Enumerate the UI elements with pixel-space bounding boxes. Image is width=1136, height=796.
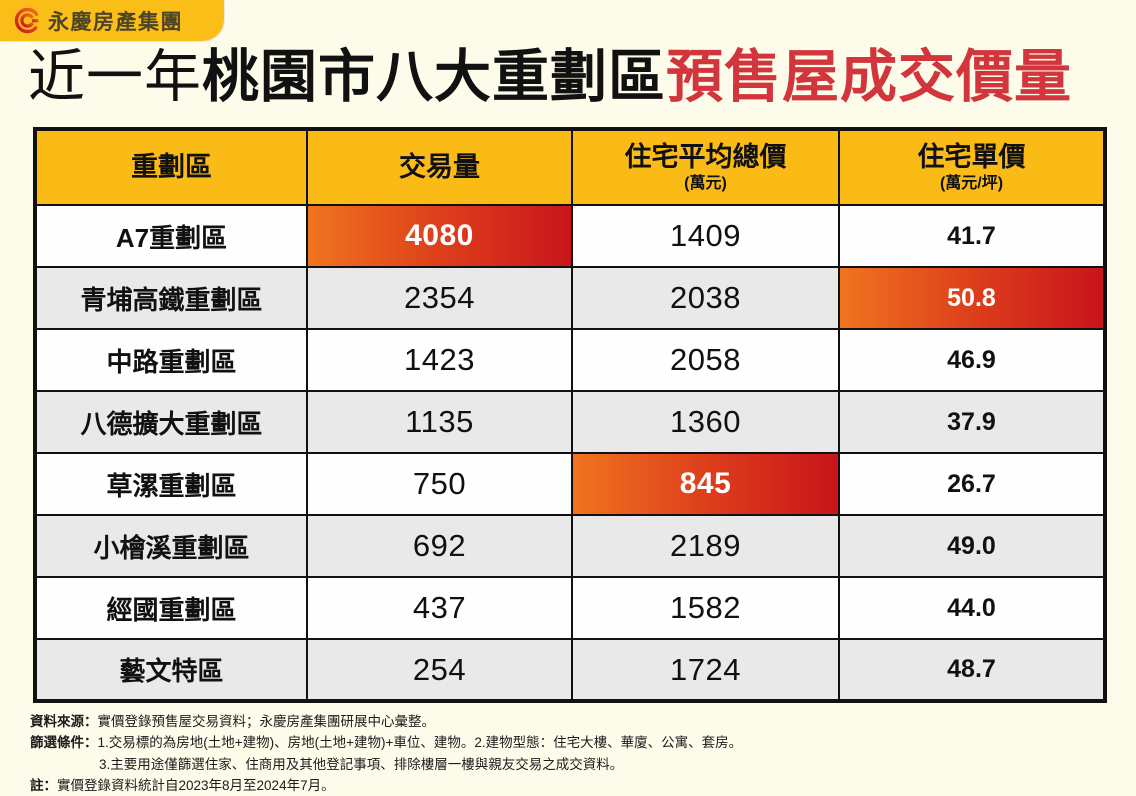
table-row: 經國重劃區 437 1582 44.0 [34, 576, 1106, 640]
cell-district: 中路重劃區 [34, 328, 308, 392]
cell-avg-total: 1409 [571, 204, 840, 268]
company-name: 永慶房產集團 [48, 10, 183, 34]
cell-unit-price: 41.7 [838, 204, 1106, 268]
footnote-note-text: 實價登錄資料統計自2023年8月至2024年7月。 [57, 777, 335, 793]
title-subject: 預售屋成交價量 [666, 45, 1072, 109]
cell-district: 青埔高鐵重劃區 [34, 266, 308, 330]
price-volume-table: 重劃區 交易量 住宅平均總價 (萬元) 住宅單價 (萬元/坪) A7重劃區 4080… [33, 127, 1107, 703]
cell-volume: 1135 [306, 390, 573, 454]
cell-avg-total: 1724 [571, 638, 840, 702]
footnote-source-label: 資料來源： [30, 714, 98, 729]
cell-volume: 254 [306, 638, 573, 702]
footnote-source-text: 實價登錄預售屋交易資料；永慶房產集團研展中心彙整。 [97, 714, 436, 729]
company-logo-badge: 永慶房產集團 [0, 0, 224, 41]
footnote-note: 註：實價登錄資料統計自2023年8月至2024年7月。 [30, 775, 1116, 796]
cell-unit-price: 44.0 [838, 576, 1106, 640]
cell-district: 草漯重劃區 [34, 452, 308, 516]
cell-unit-price: 46.9 [838, 328, 1106, 392]
cell-unit-price: 37.9 [838, 390, 1106, 454]
footnote-filter-line2: 3.主要用途僅篩選住家、住商用及其他登記事項、排除樓層一樓與親友交易之成交資料。 [30, 754, 1116, 775]
cell-volume: 1423 [306, 328, 573, 392]
cell-volume: 692 [306, 514, 573, 578]
cell-district: 藝文特區 [34, 638, 308, 702]
cell-volume: 437 [306, 576, 573, 640]
table-row: 小檜溪重劃區 692 2189 49.0 [34, 514, 1106, 578]
cell-district: A7重劃區 [34, 204, 308, 268]
column-header-avg-total-price: 住宅平均總價 (萬元) [571, 128, 840, 206]
yungching-logo-icon [14, 7, 41, 34]
cell-avg-total: 1360 [571, 390, 840, 454]
column-header-volume: 交易量 [306, 128, 573, 206]
footnote-filter-label: 篩選條件： [30, 735, 98, 751]
cell-avg-total: 1582 [571, 576, 840, 640]
column-header-district: 重劃區 [34, 128, 308, 206]
cell-unit-price: 48.7 [838, 638, 1106, 702]
cell-avg-total-highlighted: 845 [571, 452, 840, 516]
title-prefix: 近一年 [28, 45, 202, 109]
cell-volume: 2354 [306, 266, 573, 330]
table-row: 藝文特區 254 1724 48.7 [34, 638, 1106, 702]
table-row: 八德擴大重劃區 1135 1360 37.9 [34, 390, 1106, 454]
title-area: 桃園市八大重劃區 [202, 45, 666, 109]
cell-avg-total: 2058 [571, 328, 840, 392]
cell-unit-price: 26.7 [838, 452, 1106, 516]
table-row: 草漯重劃區 750 845 26.7 [34, 452, 1106, 516]
page-title: 近一年桃園市八大重劃區預售屋成交價量 [28, 46, 1108, 109]
cell-volume: 750 [306, 452, 573, 516]
cell-unit-price-highlighted: 50.8 [838, 266, 1106, 330]
cell-volume-highlighted: 4080 [306, 204, 573, 268]
column-header-avg-total-unit: (萬元) [684, 174, 727, 192]
cell-district: 八德擴大重劃區 [34, 390, 308, 454]
cell-district: 小檜溪重劃區 [34, 514, 308, 578]
footnote-source: 資料來源：實價登錄預售屋交易資料；永慶房產集團研展中心彙整。 [30, 711, 1116, 732]
footnote-filter-text1: 1.交易標的為房地(土地+建物)、房地(土地+建物)+車位、建物。2.建物型態：… [97, 735, 743, 751]
cell-avg-total: 2038 [571, 266, 840, 330]
cell-unit-price: 49.0 [838, 514, 1106, 578]
table-row: 青埔高鐵重劃區 2354 2038 50.8 [34, 266, 1106, 330]
footnote-filter-text2: 3.主要用途僅篩選住家、住商用及其他登記事項、排除樓層一樓與親友交易之成交資料。 [99, 756, 624, 772]
table-row: 中路重劃區 1423 2058 46.9 [34, 328, 1106, 392]
header-row: 重劃區 交易量 住宅平均總價 (萬元) 住宅單價 (萬元/坪) [34, 128, 1106, 206]
table-row: A7重劃區 4080 1409 41.7 [34, 204, 1106, 268]
cell-district: 經國重劃區 [34, 576, 308, 640]
footnote-note-label: 註： [30, 777, 57, 793]
column-header-unit-price: 住宅單價 (萬元/坪) [838, 128, 1106, 206]
column-header-unit-price-unit: (萬元/坪) [939, 174, 1004, 192]
footnote-filter-line1: 篩選條件：1.交易標的為房地(土地+建物)、房地(土地+建物)+車位、建物。2.… [30, 732, 1116, 753]
footnotes: 資料來源：實價登錄預售屋交易資料；永慶房產集團研展中心彙整。 篩選條件：1.交易… [30, 711, 1116, 796]
cell-avg-total: 2189 [571, 514, 840, 578]
